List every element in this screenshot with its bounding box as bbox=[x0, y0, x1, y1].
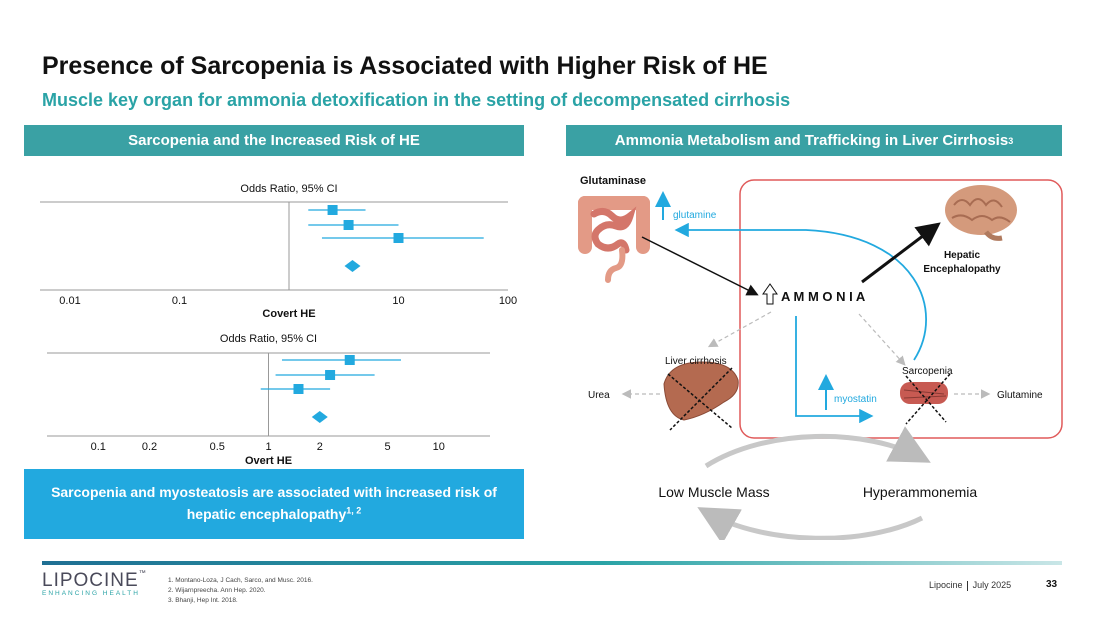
liver-icon bbox=[663, 361, 739, 431]
callout-text: Sarcopenia and myosteatosis are associat… bbox=[51, 484, 497, 522]
references: 1. Montano-Loza, J Cach, Sarco, and Musc… bbox=[168, 576, 313, 606]
footer-separator bbox=[967, 580, 969, 591]
logo-tm: ™ bbox=[138, 570, 147, 577]
muscle-icon bbox=[900, 373, 951, 425]
right-panel-header: Ammonia Metabolism and Trafficking in Li… bbox=[566, 125, 1062, 156]
glutamine-return-path bbox=[674, 222, 927, 361]
forest-point bbox=[343, 220, 354, 230]
reference-2: 2. Wijarnpreecha. Ann Hep. 2020. bbox=[168, 587, 266, 594]
ammonia-to-liver-arrow bbox=[707, 311, 772, 348]
forest-title-1: Odds Ratio, 95% CI bbox=[220, 333, 317, 345]
forest-tick-label-0: 0.01 bbox=[59, 295, 80, 307]
forest-pooled-diamond bbox=[311, 411, 328, 423]
forest-tick-label-1: 0.2 bbox=[142, 441, 157, 453]
reference-1: 1. Montano-Loza, J Cach, Sarco, and Musc… bbox=[168, 577, 313, 584]
forest-xlabel-1: Overt HE bbox=[245, 455, 292, 467]
forest-point bbox=[327, 205, 338, 215]
ammonia-up-arrow-icon bbox=[762, 283, 778, 305]
forest-title-0: Odds Ratio, 95% CI bbox=[240, 183, 337, 195]
ammonia-to-sarcopenia-arrow bbox=[858, 313, 906, 366]
cycle-arrow-top bbox=[704, 426, 931, 469]
logo-word-text: LIPOCINE bbox=[42, 570, 139, 591]
forest-tick-label-0: 10 bbox=[392, 295, 404, 307]
forest-pooled-diamond bbox=[344, 260, 361, 272]
forest-tick-label-1: 0.5 bbox=[210, 441, 225, 453]
he-label-line2: Encephalopathy bbox=[923, 264, 1001, 275]
brain-icon bbox=[945, 185, 1017, 241]
page-subtitle: Muscle key organ for ammonia detoxificat… bbox=[42, 90, 791, 110]
cycle-arrow-bottom bbox=[697, 507, 924, 540]
forest-plots: Odds Ratio, 95% CI 0.01 0.1 10 100 Covert HE O… bbox=[40, 183, 517, 467]
myostatin-label: myostatin bbox=[834, 394, 877, 405]
forest-tick-label-0: 100 bbox=[499, 295, 517, 307]
he-label-line1: Hepatic bbox=[944, 250, 981, 261]
logo-tagline: ENHANCING HEALTH bbox=[42, 590, 140, 597]
forest-tick-label-1: 2 bbox=[317, 441, 323, 453]
forest-point bbox=[325, 370, 336, 380]
right-panel-header-text: Ammonia Metabolism and Trafficking in Li… bbox=[614, 132, 1009, 149]
intestine-icon bbox=[578, 196, 650, 283]
right-panel-header-sup: 3 bbox=[1008, 135, 1014, 146]
glutamine-label-upper: Glutamine bbox=[997, 390, 1043, 401]
logo-word: LIPOCINE™ bbox=[42, 570, 147, 592]
left-panel-header-text: Sarcopenia and the Increased Risk of HE bbox=[128, 132, 420, 149]
ammonia-label: A M M O N I A bbox=[781, 289, 866, 304]
forest-xlabel-0: Covert HE bbox=[262, 308, 315, 320]
forest-point bbox=[344, 355, 355, 365]
page-title: Presence of Sarcopenia is Associated wit… bbox=[42, 52, 768, 80]
reference-3: 3. Bhanji, Hep Int. 2018. bbox=[168, 597, 238, 604]
footer-divider bbox=[42, 561, 1062, 565]
company-logo: LIPOCINE™ ENHANCING HEALTH bbox=[42, 570, 147, 597]
footer-date: July 2025 bbox=[972, 580, 1012, 590]
forest-tick-label-0: 0.1 bbox=[172, 295, 187, 307]
intestine-to-ammonia-arrow bbox=[641, 236, 759, 296]
footer-company: Lipocine bbox=[929, 580, 963, 590]
forest-point bbox=[393, 233, 404, 243]
sarcopenia-label: Sarcopenia bbox=[902, 366, 953, 377]
forest-tick-label-1: 1 bbox=[265, 441, 271, 453]
page-number: 33 bbox=[1046, 579, 1058, 590]
forest-tick-label-1: 0.1 bbox=[91, 441, 106, 453]
glutaminase-label: Glutaminase bbox=[580, 175, 646, 187]
forest-tick-label-1: 5 bbox=[384, 441, 390, 453]
callout-box: Sarcopenia and myosteatosis are associat… bbox=[24, 469, 524, 539]
ammonia-to-brain-arrow bbox=[861, 222, 941, 284]
hyperammonemia-label: Hyperammonemia bbox=[863, 484, 978, 500]
liver-cirrhosis-label: Liver cirrhosis bbox=[665, 356, 727, 367]
forest-plots-panel: Odds Ratio, 95% CI 0.01 0.1 10 100 Covert HE O… bbox=[24, 156, 524, 468]
myostatin-bracket bbox=[795, 316, 874, 424]
forest-tick-label-1: 10 bbox=[433, 441, 445, 453]
footer-company-date: Lipocine July 2025 bbox=[929, 580, 1011, 591]
left-panel-header: Sarcopenia and the Increased Risk of HE bbox=[24, 125, 524, 156]
low-muscle-mass-label: Low Muscle Mass bbox=[658, 484, 769, 500]
forest-point bbox=[293, 384, 304, 394]
callout-sup: 1, 2 bbox=[346, 505, 362, 516]
ammonia-diagram: Glutaminase glutamine Hepatic Encephalop… bbox=[578, 175, 1063, 540]
urea-label: Urea bbox=[588, 390, 610, 401]
callout-text-wrap: Sarcopenia and myosteatosis are associat… bbox=[39, 482, 509, 525]
glutamine-label-lower: glutamine bbox=[673, 210, 717, 221]
